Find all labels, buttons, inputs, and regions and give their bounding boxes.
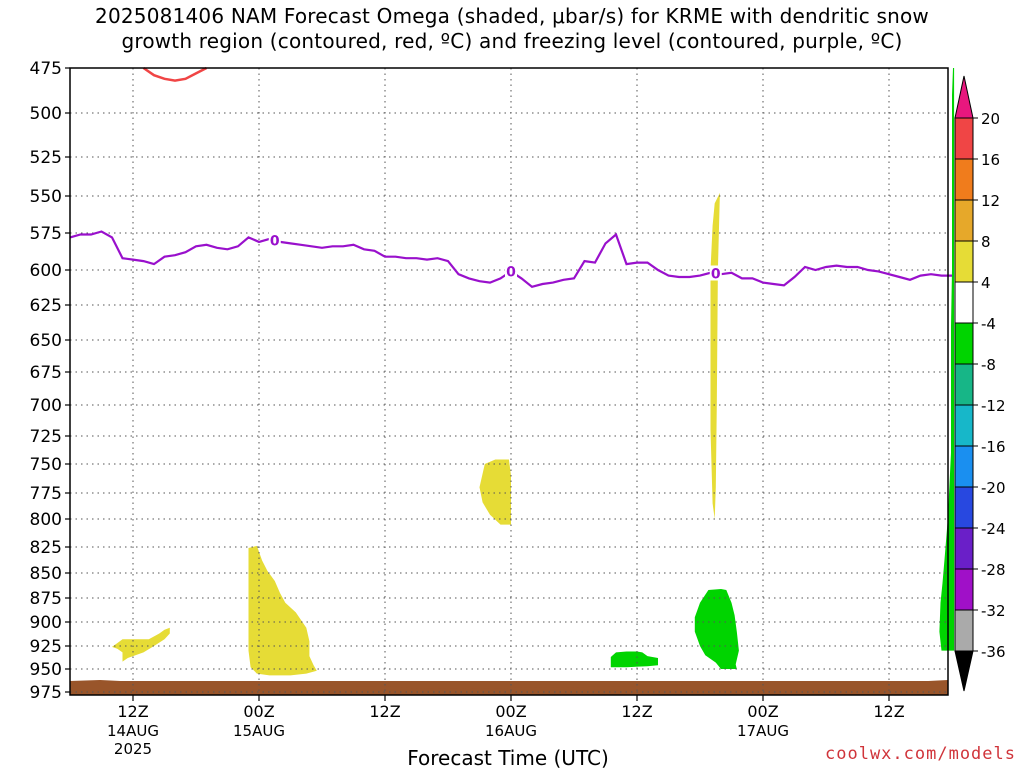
- dgz-contour-line: [142, 66, 208, 82]
- colorbar-label: 8: [981, 233, 991, 251]
- omega-region-green-3: [939, 68, 955, 651]
- y-tick-label: 900: [30, 613, 62, 633]
- y-tick-label: 475: [30, 59, 62, 79]
- plot-area: 0 0 0: [69, 66, 955, 695]
- colorbar-label: 12: [981, 192, 1000, 210]
- colorbar-segment: [954, 486, 974, 529]
- colorbar-segment: [954, 527, 974, 570]
- x-tick-label: 12Z: [117, 702, 148, 721]
- credit-link[interactable]: coolwx.com/models: [825, 744, 1016, 764]
- colorbar-segment: [954, 117, 974, 160]
- y-tick-label: 575: [30, 224, 62, 244]
- plot-frame: [69, 67, 949, 696]
- y-tick-label: 550: [30, 187, 62, 207]
- colorbar-segment: [954, 158, 974, 201]
- colorbar-segment: [954, 281, 974, 324]
- y-tick-label: 650: [30, 331, 62, 351]
- colorbar-segment: [954, 609, 974, 652]
- y-tick-label: 950: [30, 660, 62, 680]
- colorbar-label: 16: [981, 151, 1000, 169]
- omega-region-green-2: [694, 589, 739, 669]
- y-tick-label: 975: [30, 683, 62, 703]
- y-tick-label: 675: [30, 363, 62, 383]
- x-tick-label: 12Z: [873, 702, 904, 721]
- x-tick-date: 15AUG: [233, 722, 285, 740]
- y-tick-label: 925: [30, 637, 62, 657]
- x-tick-label: 12Z: [369, 702, 400, 721]
- colorbar-label: 20: [981, 110, 1000, 128]
- colorbar-label: -32: [981, 602, 1006, 620]
- x-tick-date: 14AUG: [107, 722, 159, 740]
- y-tick-label: 875: [30, 589, 62, 609]
- y-tick-label: 525: [30, 148, 62, 168]
- colorbar-label: -24: [981, 520, 1006, 538]
- ground-surface-top: [70, 680, 948, 689]
- colorbar: 20 16 12 8 4 -4 -8 -12 -16 -20 -24 -28 -32 -36: [954, 75, 1006, 692]
- freezing-label-bg: [505, 263, 517, 279]
- x-axis-label: Forecast Time (UTC): [407, 746, 609, 768]
- x-tick-label: 00Z: [495, 702, 526, 721]
- y-tick-label: 625: [30, 296, 62, 316]
- colorbar-arrow-top: [954, 75, 974, 119]
- freezing-level-label: 0: [711, 267, 721, 283]
- chart-title: 2025081406 NAM Forecast Omega (shaded, μ…: [0, 4, 1024, 54]
- omega-region-yellow-1: [112, 627, 170, 662]
- freezing-level-label: 0: [506, 264, 516, 280]
- colorbar-label: -8: [981, 356, 996, 374]
- colorbar-segment: [954, 363, 974, 406]
- y-tick-label: 775: [30, 484, 62, 504]
- colorbar-label: -28: [981, 561, 1006, 579]
- axes: 475 500 525 550 575 600 625 650 675 700 725 750 775 8…: [30, 59, 949, 758]
- y-tick-label: 750: [30, 455, 62, 475]
- x-tick-label: 00Z: [747, 702, 778, 721]
- x-tick-year: 2025: [114, 740, 152, 758]
- colorbar-label: -4: [981, 315, 996, 333]
- colorbar-label: -12: [981, 397, 1006, 415]
- title-line-1: 2025081406 NAM Forecast Omega (shaded, μ…: [95, 4, 929, 28]
- omega-region-yellow-3: [479, 459, 511, 525]
- title-line-2: growth region (contoured, red, ºC) and f…: [121, 29, 903, 53]
- x-tick-label: 00Z: [243, 702, 274, 721]
- y-tick-label: 725: [30, 427, 62, 447]
- x-tick-date: 17AUG: [737, 722, 789, 740]
- colorbar-label: -20: [981, 479, 1006, 497]
- y-tick-label: 500: [30, 104, 62, 124]
- y-tick-label: 800: [30, 510, 62, 530]
- y-tick-label: 700: [30, 396, 62, 416]
- y-tick-label: 850: [30, 564, 62, 584]
- colorbar-label: -36: [981, 643, 1006, 661]
- colorbar-segment: [954, 568, 974, 611]
- colorbar-arrow-bottom: [954, 650, 974, 692]
- omega-region-yellow-4: [710, 192, 720, 519]
- colorbar-segment: [954, 199, 974, 242]
- colorbar-segment: [954, 404, 974, 447]
- freezing-label-bg: [268, 232, 281, 248]
- colorbar-segment: [954, 240, 974, 283]
- omega-region-yellow-2: [248, 545, 317, 676]
- x-tick-date: 16AUG: [485, 722, 537, 740]
- colorbar-segment: [954, 445, 974, 488]
- y-tick-label: 600: [30, 261, 62, 281]
- colorbar-label: -16: [981, 438, 1006, 456]
- x-tick-label: 12Z: [621, 702, 652, 721]
- y-tick-label: 825: [30, 538, 62, 558]
- colorbar-label: 4: [981, 274, 991, 292]
- freezing-level-label: 0: [270, 233, 280, 249]
- freezing-label-bg: [709, 265, 722, 281]
- omega-region-green-1: [610, 651, 658, 668]
- colorbar-segment: [954, 322, 974, 365]
